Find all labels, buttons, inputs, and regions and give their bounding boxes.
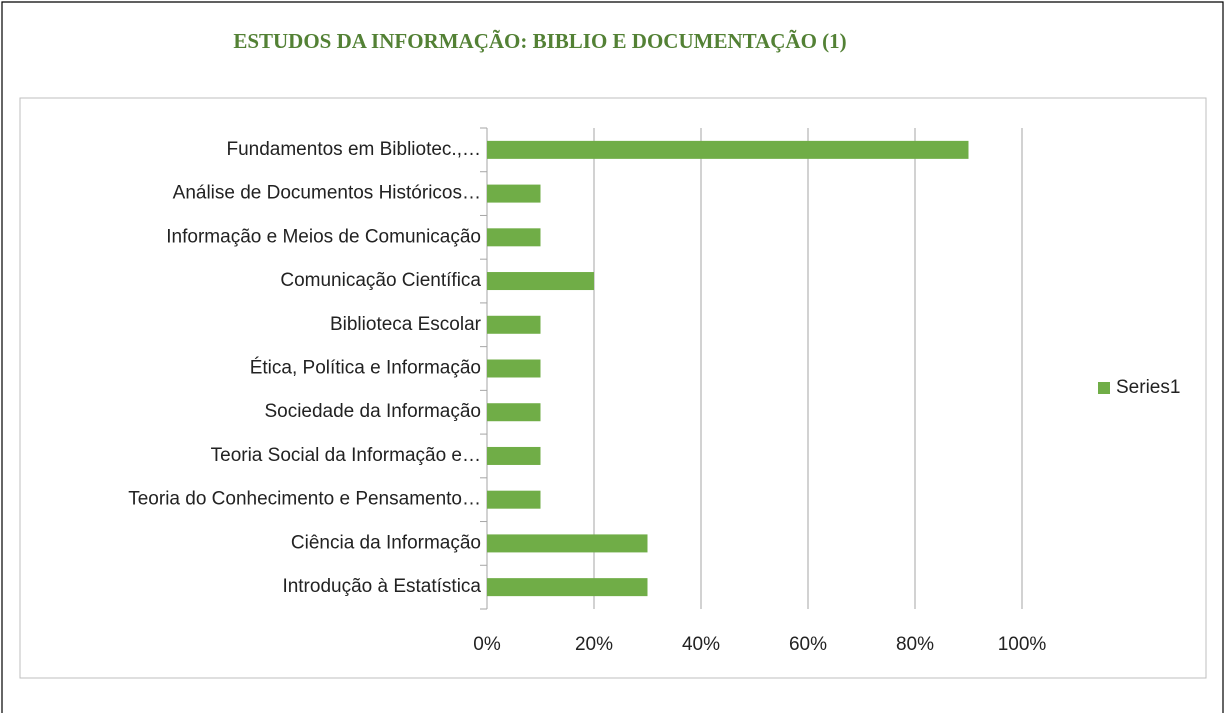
- bar: [487, 228, 541, 247]
- x-tick-label: 60%: [789, 634, 827, 655]
- legend-swatch: [1098, 382, 1110, 394]
- y-tick-label: Ciência da Informação: [291, 532, 481, 553]
- y-tick-label: Informação e Meios de Comunicação: [166, 226, 481, 247]
- y-tick-label: Introdução à Estatística: [282, 576, 481, 597]
- bar: [487, 490, 541, 509]
- y-tick-label: Comunicação Científica: [280, 270, 481, 291]
- bar: [487, 446, 541, 465]
- legend-label: Series1: [1116, 377, 1180, 398]
- bar: [487, 315, 541, 334]
- y-tick-label: Sociedade da Informação: [264, 401, 481, 422]
- bar: [487, 534, 648, 553]
- x-tick-label: 80%: [896, 634, 934, 655]
- x-tick-label: 20%: [575, 634, 613, 655]
- x-tick-label: 100%: [998, 634, 1047, 655]
- y-tick-label: Ética, Política e Informação: [250, 358, 481, 379]
- bar: [487, 403, 541, 422]
- y-tick-label: Biblioteca Escolar: [330, 314, 482, 335]
- y-tick-label: Análise de Documentos Históricos…: [173, 183, 481, 204]
- y-tick-label: Teoria do Conhecimento e Pensamento…: [128, 489, 481, 510]
- bar: [487, 272, 594, 291]
- chart-title: ESTUDOS DA INFORMAÇÃO: BIBLIO E DOCUMENT…: [233, 29, 846, 53]
- x-tick-label: 0%: [473, 634, 501, 655]
- x-tick-label: 40%: [682, 634, 720, 655]
- bar: [487, 184, 541, 203]
- y-tick-label: Fundamentos em Bibliotec.,…: [226, 139, 481, 160]
- chart-frame: [19, 97, 1207, 679]
- bar: [487, 578, 648, 597]
- y-tick-label: Teoria Social da Informação e…: [211, 445, 481, 466]
- bar: [487, 140, 969, 159]
- bar: [487, 359, 541, 378]
